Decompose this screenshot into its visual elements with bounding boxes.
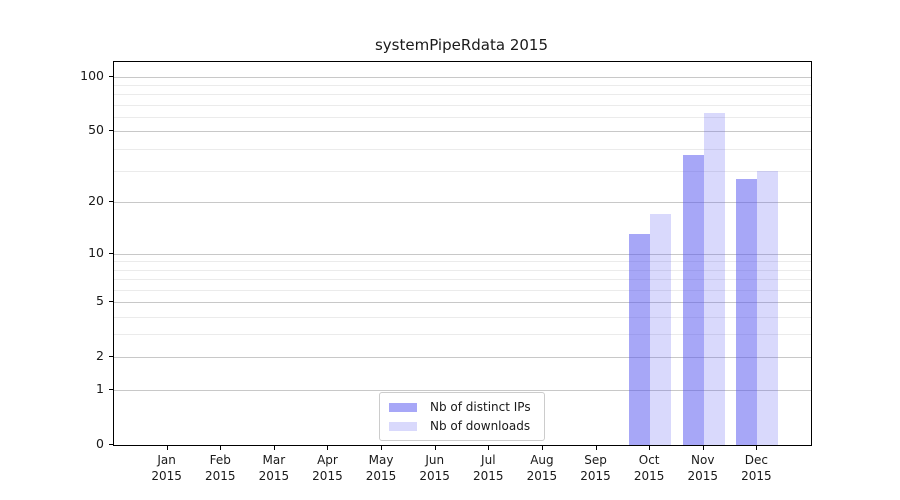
x-axis-tick-label: Nov 2015 <box>687 453 719 483</box>
gridline-major <box>114 253 811 255</box>
y-axis-tick-label: 100 <box>80 67 104 83</box>
gridline-major <box>114 76 811 78</box>
x-axis-tick-label: Jun 2015 <box>419 453 450 483</box>
x-axis-tick-label: Apr 2015 <box>312 453 343 483</box>
y-axis-tick-label: 0 <box>96 436 104 451</box>
y-axis-tick <box>109 200 113 202</box>
gridline-major <box>114 389 811 391</box>
gridline-minor <box>114 170 811 172</box>
gridline-minor <box>114 279 811 281</box>
gridline-major <box>114 131 811 133</box>
x-axis-tick <box>541 445 543 450</box>
legend-item-downloads: Nb of downloads <box>389 419 534 433</box>
y-axis-tick-label: 2 <box>96 348 104 364</box>
gridline-minor <box>114 84 811 86</box>
legend-swatch-distinct-ips <box>389 402 417 412</box>
gridline-minor <box>114 316 811 318</box>
gridline-major <box>114 201 811 203</box>
x-axis-tick <box>595 445 597 450</box>
gridline-minor <box>114 261 811 263</box>
bar <box>736 179 758 445</box>
x-axis-tick <box>434 445 436 450</box>
gridline-minor <box>114 289 811 291</box>
x-axis-tick <box>702 445 704 450</box>
y-axis-tick-label: 50 <box>88 122 104 138</box>
bar <box>682 154 704 445</box>
x-axis-tick <box>649 445 651 450</box>
chart-title: systemPipeRdata 2015 <box>374 36 548 54</box>
x-axis-tick-label: Jan 2015 <box>151 453 182 483</box>
y-axis-tick <box>109 388 113 390</box>
gridline-minor <box>114 148 811 150</box>
y-axis-tick <box>109 300 113 302</box>
x-axis-tick <box>166 445 168 450</box>
legend: Nb of distinct IPs Nb of downloads <box>379 392 545 441</box>
x-axis-tick-label: Feb 2015 <box>204 453 236 483</box>
x-axis-tick-label: May 2015 <box>365 453 397 483</box>
y-axis-tick-label: 10 <box>88 244 104 260</box>
legend-label-downloads: Nb of downloads <box>430 419 531 433</box>
x-axis-tick-label: Oct 2015 <box>633 453 665 483</box>
x-axis-tick-label: Sep 2015 <box>580 453 611 483</box>
gridline-minor <box>114 334 811 336</box>
y-axis-tick-label: 20 <box>88 192 104 208</box>
legend-item-distinct-ips: Nb of distinct IPs <box>389 400 534 414</box>
y-axis-tick <box>109 130 113 132</box>
x-axis-tick <box>381 445 383 450</box>
x-axis-tick <box>756 445 758 450</box>
x-axis-tick <box>220 445 222 450</box>
gridline-minor <box>114 104 811 106</box>
bar <box>757 170 779 445</box>
x-axis-tick <box>327 445 329 450</box>
y-axis-tick <box>109 75 113 77</box>
gridline-minor <box>114 116 811 118</box>
bar <box>703 113 725 445</box>
y-axis-tick <box>109 356 113 358</box>
x-axis-tick-label: Aug 2015 <box>526 453 558 483</box>
x-axis-tick-label: Mar 2015 <box>258 453 290 483</box>
plot-area: Nb of distinct IPs Nb of downloads <box>113 61 812 446</box>
x-axis-tick <box>273 445 275 450</box>
gridline-major <box>114 357 811 359</box>
x-axis-tick-label: Dec 2015 <box>741 453 772 483</box>
legend-label-distinct-ips: Nb of distinct IPs <box>430 400 531 414</box>
y-axis-tick <box>109 252 113 254</box>
y-axis-tick-label: 1 <box>96 380 104 396</box>
legend-swatch-downloads <box>389 421 417 431</box>
y-axis-tick <box>109 444 113 445</box>
bar <box>650 214 672 445</box>
x-axis-tick <box>488 445 490 450</box>
y-axis-tick-label: 5 <box>96 292 104 308</box>
x-axis-tick-label: Jul 2015 <box>473 453 504 483</box>
gridline-minor <box>114 269 811 271</box>
gridline-minor <box>114 94 811 96</box>
gridline-major <box>114 301 811 303</box>
bar <box>629 234 651 445</box>
